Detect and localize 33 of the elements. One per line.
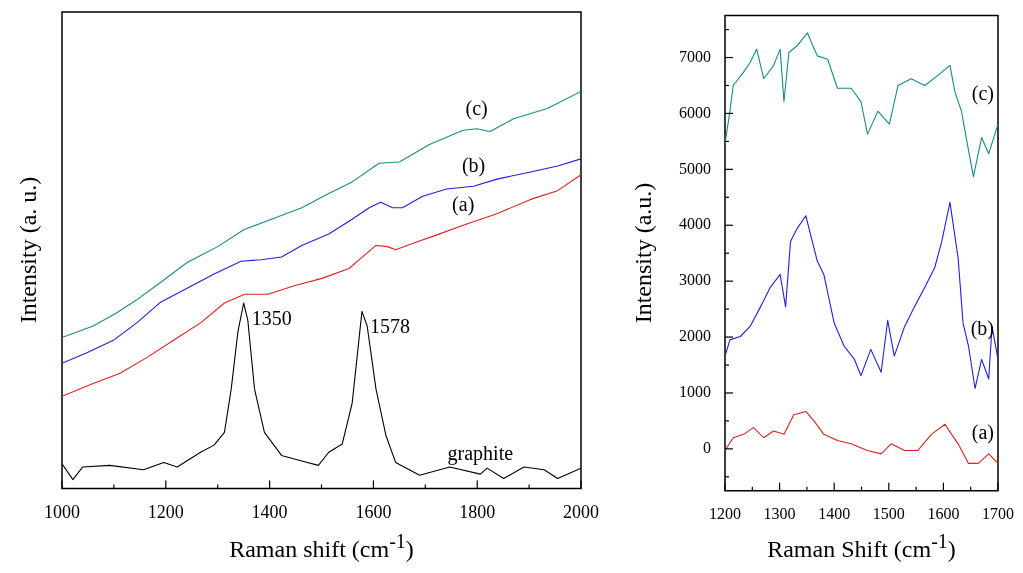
series-label: (c) — [971, 82, 994, 106]
y-tick-label: 7000 — [679, 47, 711, 65]
x-tick-label: 1300 — [763, 504, 796, 522]
x-tick-label: 1500 — [872, 504, 905, 522]
annotation: 1350 — [251, 307, 292, 329]
y-tick-label: 0 — [703, 439, 711, 457]
x-tick-label: 1600 — [355, 501, 392, 522]
series-label: (c) — [465, 96, 488, 120]
y-tick-label: 4000 — [679, 215, 711, 233]
y-axis-title: Intensity (a.u.) — [629, 182, 657, 324]
y-axis-title: Intensity (a. u.) — [14, 176, 42, 324]
x-tick-label: 1200 — [709, 504, 741, 522]
series-label: (b) — [970, 317, 994, 341]
x-tick-label: 1800 — [459, 501, 496, 522]
series-label: (a) — [971, 421, 994, 445]
x-axis-title: Raman Shift (cm$^{-1}$) — [767, 530, 956, 563]
series-label: (b) — [461, 154, 486, 178]
x-tick-label: 1700 — [982, 504, 1014, 522]
y-tick-label: 6000 — [679, 103, 711, 121]
series-label: graphite — [447, 442, 514, 466]
y-tick-label: 1000 — [679, 383, 711, 401]
x-tick-label: 1200 — [147, 501, 184, 522]
x-tick-label: 2000 — [563, 501, 599, 522]
x-tick-label: 1400 — [818, 504, 851, 522]
y-tick-label: 5000 — [679, 159, 711, 177]
annotation: 1578 — [369, 315, 410, 338]
series-label: (a) — [452, 193, 475, 217]
x-tick-label: 1400 — [251, 501, 288, 522]
y-tick-label: 3000 — [679, 271, 711, 289]
x-tick-label: 1600 — [927, 504, 960, 522]
x-tick-label: 1000 — [44, 501, 80, 522]
y-tick-label: 2000 — [679, 327, 711, 345]
x-axis-title: Raman shift (cm$^{-1}$) — [229, 530, 414, 563]
